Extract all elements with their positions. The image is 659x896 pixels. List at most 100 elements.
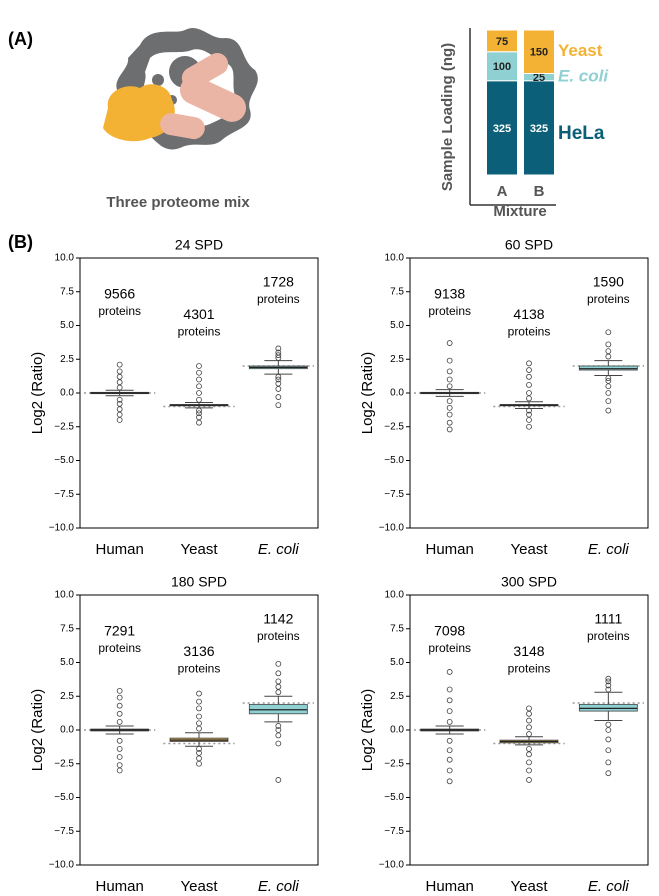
- protein-count-unit: proteins: [98, 641, 141, 655]
- x-tick-label: Human: [95, 541, 143, 558]
- outlier: [526, 724, 532, 731]
- y-axis-label: Sample Loading (ng): [439, 43, 456, 191]
- outlier: [196, 750, 202, 756]
- outlier: [116, 702, 123, 709]
- outlier: [196, 725, 202, 732]
- outlier: [526, 705, 532, 712]
- y-tick-label: 0.0: [60, 725, 74, 736]
- value-label: 100: [493, 61, 511, 73]
- outlier: [196, 369, 202, 376]
- y-axis-label: Log2 (Ratio): [29, 352, 46, 435]
- x-tick-label: Human: [425, 541, 473, 558]
- outlier: [116, 754, 123, 760]
- outlier: [605, 747, 612, 754]
- outlier: [196, 363, 202, 369]
- illustration-caption: Three proteome mix: [106, 194, 250, 211]
- y-tick-label: −7.5: [54, 489, 74, 500]
- value-label: 325: [493, 123, 511, 135]
- box: [578, 703, 638, 712]
- outlier: [116, 368, 123, 375]
- outlier: [446, 697, 453, 704]
- outlier: [605, 398, 612, 405]
- outlier: [605, 727, 612, 733]
- box: [248, 703, 308, 715]
- outlier: [605, 341, 612, 348]
- y-axis-label: Log2 (Ratio): [359, 352, 376, 435]
- outlier: [275, 352, 282, 359]
- protein-count-unit: proteins: [428, 641, 471, 655]
- outlier: [196, 705, 202, 712]
- value-label: 25: [533, 72, 545, 84]
- y-axis-label: Log2 (Ratio): [359, 689, 376, 772]
- protein-count-unit: proteins: [508, 661, 551, 675]
- outlier: [526, 417, 532, 423]
- outlier: [446, 368, 453, 375]
- outlier: [605, 407, 612, 414]
- protein-count: 3136: [183, 643, 214, 659]
- x-tick-label: Yeast: [511, 878, 549, 895]
- x-tick-label: Human: [425, 878, 473, 895]
- outlier: [275, 777, 282, 783]
- y-axis-label: Log2 (Ratio): [29, 689, 46, 772]
- outlier: [116, 379, 123, 386]
- outlier: [526, 360, 532, 367]
- outlier: [446, 419, 453, 426]
- x-tick-label: B: [534, 183, 545, 200]
- value-label: 325: [530, 123, 548, 135]
- outlier: [116, 406, 123, 413]
- protein-count: 1142: [263, 610, 293, 626]
- outlier: [116, 417, 123, 423]
- chart-title: 60 SPD: [505, 237, 553, 253]
- outlier: [526, 395, 532, 402]
- value-label: 150: [530, 47, 548, 59]
- protein-count: 9138: [434, 286, 465, 302]
- y-tick-label: −7.5: [384, 826, 404, 837]
- y-tick-label: 7.5: [60, 623, 74, 634]
- outlier: [526, 717, 532, 724]
- outlier: [116, 384, 123, 391]
- outlier: [526, 390, 532, 396]
- outlier: [275, 345, 282, 352]
- outlier: [526, 751, 532, 758]
- legend-label: Yeast: [558, 41, 603, 60]
- outlier: [196, 419, 202, 426]
- outlier: [526, 746, 532, 752]
- y-tick-label: −7.5: [384, 489, 404, 500]
- protein-count: 3148: [513, 643, 544, 659]
- protein-count-unit: proteins: [98, 304, 141, 318]
- x-tick-label: E. coli: [258, 878, 300, 895]
- y-tick-label: 5.0: [390, 657, 404, 668]
- chart-title: 180 SPD: [171, 574, 227, 590]
- y-tick-label: −2.5: [384, 421, 404, 432]
- y-tick-label: 0.0: [390, 725, 404, 736]
- protein-count: 4138: [513, 306, 544, 322]
- outlier: [275, 349, 282, 356]
- outlier: [116, 373, 123, 380]
- outlier: [446, 383, 453, 390]
- outlier: [275, 386, 282, 392]
- outlier: [605, 682, 612, 689]
- y-tick-label: 7.5: [390, 623, 404, 634]
- outlier: [446, 398, 453, 405]
- outlier: [116, 762, 123, 768]
- outlier: [116, 737, 123, 744]
- y-tick-label: 7.5: [60, 286, 74, 297]
- x-tick-label: Yeast: [181, 541, 219, 558]
- protein-count-unit: proteins: [428, 304, 471, 318]
- outlier: [605, 353, 612, 360]
- bar-segment: [486, 29, 518, 53]
- outlier: [196, 690, 202, 697]
- outlier: [526, 767, 532, 774]
- y-tick-label: 10.0: [55, 590, 75, 601]
- box: [578, 365, 638, 371]
- outlier: [116, 719, 123, 725]
- y-tick-label: 0.0: [390, 388, 404, 399]
- y-tick-label: −7.5: [54, 826, 74, 837]
- outlier: [275, 678, 282, 685]
- y-tick-label: 2.5: [390, 354, 404, 365]
- chart-title: 300 SPD: [501, 574, 557, 590]
- outlier: [446, 357, 453, 364]
- outlier: [446, 426, 453, 433]
- outlier: [116, 710, 123, 717]
